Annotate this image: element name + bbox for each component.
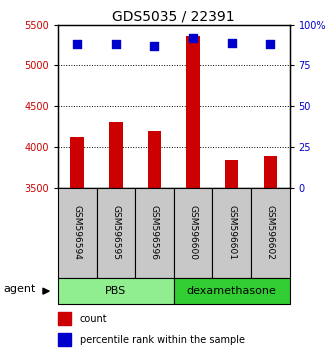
Bar [58, 278, 174, 304]
Text: GSM596600: GSM596600 [189, 205, 198, 260]
Bar [186, 36, 200, 188]
Bar [71, 137, 84, 188]
Title: GDS5035 / 22391: GDS5035 / 22391 [113, 10, 235, 24]
Bar [263, 156, 277, 188]
Text: GSM596602: GSM596602 [266, 205, 275, 260]
Bar [148, 131, 161, 188]
Point [190, 35, 196, 41]
Bar [225, 160, 238, 188]
Bar [174, 188, 213, 278]
Text: GSM596601: GSM596601 [227, 205, 236, 260]
Text: PBS: PBS [105, 286, 126, 296]
Text: GSM596594: GSM596594 [73, 205, 82, 260]
Text: count: count [80, 314, 108, 324]
Point [74, 41, 80, 47]
Bar [97, 188, 135, 278]
Bar [58, 333, 71, 346]
Text: dexamethasone: dexamethasone [187, 286, 277, 296]
Text: GSM596596: GSM596596 [150, 205, 159, 260]
Bar [251, 188, 290, 278]
Bar [109, 122, 122, 188]
Bar [58, 188, 97, 278]
Point [152, 43, 157, 49]
Text: percentile rank within the sample: percentile rank within the sample [80, 335, 245, 345]
Bar [135, 188, 174, 278]
Text: GSM596595: GSM596595 [111, 205, 120, 260]
Text: agent: agent [3, 284, 35, 293]
Bar [58, 312, 71, 325]
Point [229, 40, 234, 46]
Point [268, 41, 273, 47]
Point [113, 41, 118, 47]
Bar [213, 188, 251, 278]
Bar [174, 278, 290, 304]
